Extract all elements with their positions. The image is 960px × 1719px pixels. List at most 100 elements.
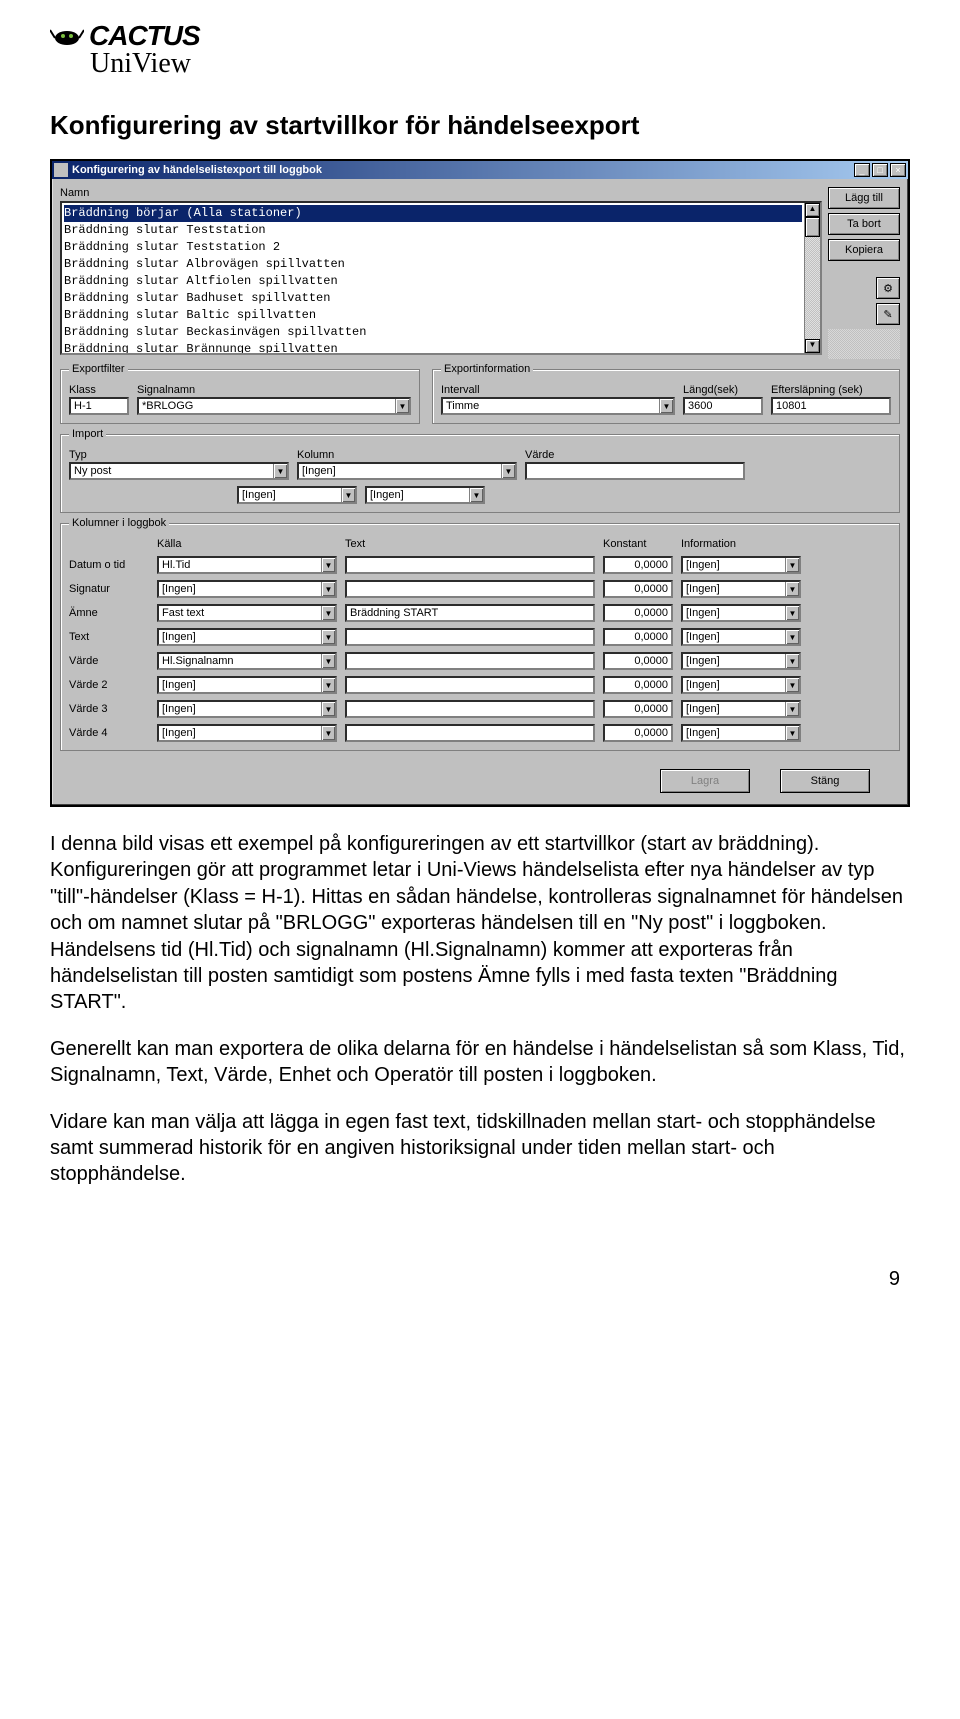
chevron-down-icon[interactable]: ▼ bbox=[785, 678, 799, 692]
kalla-combo[interactable]: [Ingen]▼ bbox=[157, 724, 337, 742]
import-group: Import Typ Ny post ▼ Kolumn [Ingen] ▼ bbox=[60, 434, 900, 513]
konstant-input[interactable]: 0,0000 bbox=[603, 724, 673, 742]
chevron-down-icon[interactable]: ▼ bbox=[785, 582, 799, 596]
typ-label: Typ bbox=[69, 449, 289, 461]
scroll-down-icon[interactable]: ▼ bbox=[805, 339, 820, 353]
kalla-combo[interactable]: [Ingen]▼ bbox=[157, 580, 337, 598]
list-item[interactable]: Bräddning slutar Teststation bbox=[64, 222, 802, 239]
chevron-down-icon[interactable]: ▼ bbox=[321, 630, 335, 644]
signalnamn-combo[interactable]: *BRLOGG ▼ bbox=[137, 397, 411, 415]
info-combo[interactable]: [Ingen]▼ bbox=[681, 676, 801, 694]
tool-icon-1[interactable]: ⚙ bbox=[876, 277, 900, 299]
chevron-down-icon[interactable]: ▼ bbox=[321, 582, 335, 596]
info-combo[interactable]: [Ingen]▼ bbox=[681, 652, 801, 670]
text-input[interactable] bbox=[345, 724, 595, 742]
row-label: Värde 2 bbox=[69, 679, 149, 691]
minimize-button[interactable]: _ bbox=[854, 163, 870, 177]
text-input[interactable] bbox=[345, 628, 595, 646]
chevron-down-icon[interactable]: ▼ bbox=[785, 606, 799, 620]
langd-input[interactable]: 3600 bbox=[683, 397, 763, 415]
chevron-down-icon[interactable]: ▼ bbox=[469, 488, 483, 502]
info-combo[interactable]: [Ingen]▼ bbox=[681, 700, 801, 718]
name-listbox[interactable]: Bräddning börjar (Alla stationer)Bräddni… bbox=[60, 201, 822, 355]
chevron-down-icon[interactable]: ▼ bbox=[395, 399, 409, 413]
chevron-down-icon[interactable]: ▼ bbox=[785, 726, 799, 740]
info-combo[interactable]: [Ingen]▼ bbox=[681, 628, 801, 646]
kalla-combo[interactable]: Fast text▼ bbox=[157, 604, 337, 622]
close-button[interactable]: × bbox=[890, 163, 906, 177]
list-item[interactable]: Bräddning slutar Brännunge spillvatten bbox=[64, 341, 802, 353]
konstant-input[interactable]: 0,0000 bbox=[603, 628, 673, 646]
konstant-input[interactable]: 0,0000 bbox=[603, 676, 673, 694]
text-input[interactable] bbox=[345, 676, 595, 694]
save-button[interactable]: Lagra bbox=[660, 769, 750, 793]
list-item[interactable]: Bräddning börjar (Alla stationer) bbox=[64, 205, 802, 222]
list-item[interactable]: Bräddning slutar Altfiolen spillvatten bbox=[64, 273, 802, 290]
typ-combo[interactable]: Ny post ▼ bbox=[69, 462, 289, 480]
info-combo[interactable]: [Ingen]▼ bbox=[681, 604, 801, 622]
chevron-down-icon[interactable]: ▼ bbox=[785, 654, 799, 668]
app-icon bbox=[54, 163, 68, 177]
exportinfo-group: Exportinformation Intervall Timme ▼ Läng… bbox=[432, 369, 900, 424]
exportinfo-title: Exportinformation bbox=[441, 363, 533, 375]
add-button[interactable]: Lägg till bbox=[828, 187, 900, 209]
chevron-down-icon[interactable]: ▼ bbox=[321, 558, 335, 572]
list-item[interactable]: Bräddning slutar Badhuset spillvatten bbox=[64, 290, 802, 307]
intervall-combo[interactable]: Timme ▼ bbox=[441, 397, 675, 415]
chevron-down-icon[interactable]: ▼ bbox=[785, 630, 799, 644]
kalla-combo[interactable]: [Ingen]▼ bbox=[157, 628, 337, 646]
chevron-down-icon[interactable]: ▼ bbox=[501, 464, 515, 478]
klass-input[interactable]: H-1 bbox=[69, 397, 129, 415]
chevron-down-icon[interactable]: ▼ bbox=[659, 399, 673, 413]
chevron-down-icon[interactable]: ▼ bbox=[785, 702, 799, 716]
info-combo[interactable]: [Ingen]▼ bbox=[681, 724, 801, 742]
info-combo[interactable]: [Ingen]▼ bbox=[681, 556, 801, 574]
kalla-combo[interactable]: Hl.Tid▼ bbox=[157, 556, 337, 574]
import-sub2-combo[interactable]: [Ingen] ▼ bbox=[365, 486, 485, 504]
list-item[interactable]: Bräddning slutar Beckasinvägen spillvatt… bbox=[64, 324, 802, 341]
konstant-input[interactable]: 0,0000 bbox=[603, 556, 673, 574]
text-input[interactable] bbox=[345, 700, 595, 718]
scroll-up-icon[interactable]: ▲ bbox=[805, 203, 820, 217]
chevron-down-icon[interactable]: ▼ bbox=[341, 488, 355, 502]
chevron-down-icon[interactable]: ▼ bbox=[321, 702, 335, 716]
text-input[interactable] bbox=[345, 580, 595, 598]
list-item[interactable]: Bräddning slutar Baltic spillvatten bbox=[64, 307, 802, 324]
kalla-combo[interactable]: Hl.Signalnamn▼ bbox=[157, 652, 337, 670]
listbox-scrollbar[interactable]: ▲ ▼ bbox=[804, 203, 820, 353]
chevron-down-icon[interactable]: ▼ bbox=[785, 558, 799, 572]
list-item[interactable]: Bräddning slutar Teststation 2 bbox=[64, 239, 802, 256]
copy-button[interactable]: Kopiera bbox=[828, 239, 900, 261]
chevron-down-icon[interactable]: ▼ bbox=[273, 464, 287, 478]
varde-input[interactable] bbox=[525, 462, 745, 480]
import-sub1-combo[interactable]: [Ingen] ▼ bbox=[237, 486, 357, 504]
list-item[interactable]: Bräddning slutar Albrovägen spillvatten bbox=[64, 256, 802, 273]
row-label: Text bbox=[69, 631, 149, 643]
remove-button[interactable]: Ta bort bbox=[828, 213, 900, 235]
chevron-down-icon[interactable]: ▼ bbox=[321, 678, 335, 692]
kalla-combo[interactable]: [Ingen]▼ bbox=[157, 676, 337, 694]
window-title: Konfigurering av händelselistexport till… bbox=[72, 164, 852, 176]
chevron-down-icon[interactable]: ▼ bbox=[321, 726, 335, 740]
text-input[interactable] bbox=[345, 652, 595, 670]
maximize-button[interactable]: □ bbox=[872, 163, 888, 177]
tool-icon-2[interactable]: ✎ bbox=[876, 303, 900, 325]
chevron-down-icon[interactable]: ▼ bbox=[321, 606, 335, 620]
text-input[interactable] bbox=[345, 556, 595, 574]
column-header: Text bbox=[345, 538, 595, 550]
scroll-thumb[interactable] bbox=[805, 217, 820, 237]
row-label: Värde 4 bbox=[69, 727, 149, 739]
efterslapning-input[interactable]: 10801 bbox=[771, 397, 891, 415]
konstant-input[interactable]: 0,0000 bbox=[603, 652, 673, 670]
close-window-button[interactable]: Stäng bbox=[780, 769, 870, 793]
info-combo[interactable]: [Ingen]▼ bbox=[681, 580, 801, 598]
config-window: Konfigurering av händelselistexport till… bbox=[50, 159, 910, 807]
chevron-down-icon[interactable]: ▼ bbox=[321, 654, 335, 668]
konstant-input[interactable]: 0,0000 bbox=[603, 604, 673, 622]
kalla-combo[interactable]: [Ingen]▼ bbox=[157, 700, 337, 718]
konstant-input[interactable]: 0,0000 bbox=[603, 700, 673, 718]
text-input[interactable]: Bräddning START bbox=[345, 604, 595, 622]
konstant-input[interactable]: 0,0000 bbox=[603, 580, 673, 598]
kolumner-group: Kolumner i loggbok KällaTextKonstantInfo… bbox=[60, 523, 900, 751]
kolumn-combo[interactable]: [Ingen] ▼ bbox=[297, 462, 517, 480]
